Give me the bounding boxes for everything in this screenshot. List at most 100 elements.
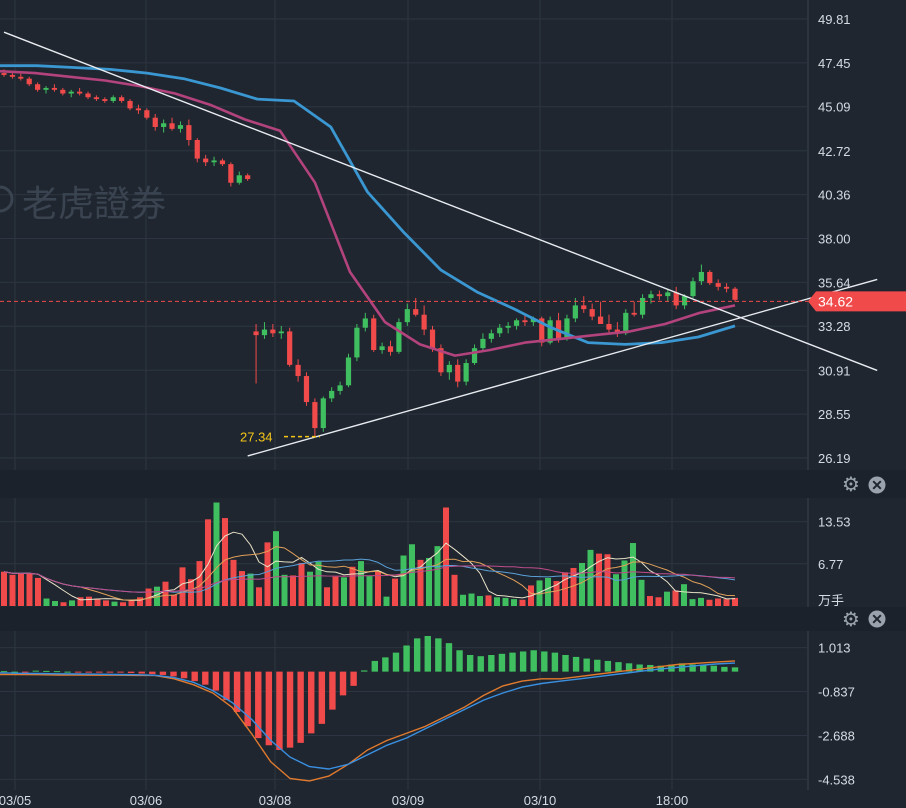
candle-body: [345, 357, 352, 386]
candle-body: [177, 125, 184, 129]
macd-histogram-bar: [392, 652, 400, 672]
macd-histogram-bar: [276, 671, 283, 750]
candle-body: [161, 123, 167, 127]
candle-body: [35, 84, 41, 90]
candle-body: [639, 297, 646, 315]
volume-bar: [120, 602, 126, 606]
macd-histogram-bar: [466, 655, 474, 672]
volume-bar: [52, 601, 58, 606]
candle-body: [530, 318, 536, 323]
macd-histogram-bar: [350, 671, 357, 686]
volume-bar: [511, 599, 517, 606]
volume-bar: [26, 572, 33, 606]
volume-close-button[interactable]: [868, 476, 886, 494]
volume-bar: [647, 596, 653, 606]
candle-body: [26, 78, 32, 85]
volume-bar: [485, 595, 492, 606]
macd-close-button[interactable]: [868, 610, 886, 628]
macd-tick-label: -0.837: [818, 685, 855, 700]
macd-histogram-bar: [509, 652, 516, 672]
candle-body: [497, 327, 503, 334]
macd-histogram-bar: [488, 655, 495, 672]
candle-body: [698, 271, 704, 282]
candle-body: [480, 338, 486, 349]
volume-bar: [1, 571, 7, 606]
macd-settings-button[interactable]: ⚙: [842, 609, 860, 631]
macd-histogram-bar: [308, 671, 315, 734]
candle-body: [564, 318, 570, 339]
volume-bar: [358, 561, 364, 606]
x-tick-label: 03/06: [130, 793, 163, 808]
candle-body: [60, 89, 66, 94]
candle-body: [589, 309, 595, 317]
volume-bar: [553, 581, 560, 606]
volume-bar: [681, 584, 687, 606]
volume-bar: [290, 575, 296, 606]
macd-histogram-bar: [551, 652, 559, 672]
macd-histogram-bar: [636, 664, 643, 672]
moving-average-blue-line: [0, 64, 736, 346]
volume-bar: [137, 597, 143, 606]
volume-bar: [383, 596, 390, 606]
macd-histogram-bar: [106, 671, 114, 673]
candle-body: [110, 97, 116, 101]
candle-body: [446, 364, 452, 373]
price-tick-label: 45.09: [818, 100, 851, 115]
volume-bar: [213, 502, 220, 606]
volume-bar: [596, 553, 602, 606]
candle-body: [119, 97, 125, 101]
watermark-logo-icon: [0, 185, 14, 213]
candle-body: [219, 160, 226, 165]
volume-bar: [494, 597, 500, 606]
macd-tick-label: -2.688: [818, 728, 855, 743]
candle-body: [278, 331, 284, 334]
candle-body: [547, 320, 553, 343]
candle-body: [68, 91, 74, 94]
price-tick-label: 30.91: [818, 363, 851, 378]
volume-bar: [9, 574, 16, 606]
candle-body: [320, 398, 326, 429]
candle-body: [471, 348, 478, 364]
candle-body: [362, 318, 368, 328]
macd-panel[interactable]: 1.013 -0.837 -2.688 -4.538: [0, 636, 855, 787]
volume-ma-line: [3, 546, 736, 601]
macd-panel-header: [0, 607, 906, 631]
macd-histogram-bar: [318, 671, 326, 724]
volume-bar: [281, 574, 288, 606]
volume-bar: [230, 559, 237, 606]
candle-body: [77, 91, 83, 94]
volume-bar: [723, 599, 730, 606]
volume-bar: [426, 557, 432, 606]
macd-histogram-bar: [382, 657, 389, 672]
candle-body: [681, 296, 688, 306]
x-axis: 03/05 03/06 03/08 03/09 03/10 18:00: [0, 793, 688, 808]
candle-body: [228, 164, 234, 183]
macd-histogram-bar: [170, 671, 177, 677]
volume-bar: [69, 600, 75, 606]
volume-bar: [60, 602, 67, 606]
candle-body: [303, 376, 310, 403]
candle-body: [623, 312, 629, 334]
volume-panel[interactable]: 13.53 6.77: [1, 502, 851, 606]
volume-bar: [86, 596, 92, 606]
x-tick-label: 03/05: [0, 793, 31, 808]
price-tick-label: 26.19: [818, 451, 851, 466]
price-panel[interactable]: 49.81 47.45 45.09 42.72 40.36 38.00 35.64 33.28…: [0, 12, 906, 466]
macd-histogram-bar: [498, 653, 506, 672]
x-tick-label: 18:00: [656, 793, 689, 808]
price-tick-label: 42.72: [818, 144, 851, 159]
candle-body: [85, 93, 91, 98]
volume-settings-button[interactable]: ⚙: [842, 474, 860, 496]
volume-bar: [349, 566, 356, 606]
volume-bar: [519, 599, 526, 606]
x-tick-label: 03/10: [524, 793, 557, 808]
volume-bar: [171, 594, 177, 606]
macd-histogram-bar: [32, 670, 39, 672]
macd-histogram-bar: [265, 671, 273, 746]
macd-histogram-bar: [244, 671, 251, 727]
volume-bar: [366, 576, 373, 606]
volume-bar: [638, 579, 645, 606]
candle-body: [463, 363, 469, 382]
